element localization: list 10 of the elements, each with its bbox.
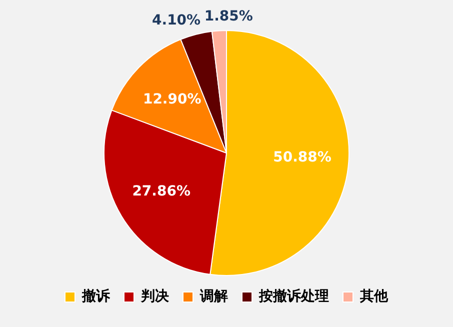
legend-label: 其他	[359, 288, 389, 305]
legend-label: 判决	[140, 288, 170, 305]
data-label: 12.90%	[142, 92, 202, 108]
data-label: 4.10%	[152, 12, 201, 28]
legend-label: 调解	[199, 288, 228, 305]
legend-label: 撤诉	[81, 288, 111, 305]
data-label: 1.85%	[204, 8, 253, 24]
data-label: 27.86%	[132, 184, 190, 200]
legend-label: 按撤诉处理	[258, 288, 329, 305]
data-label: 50.88%	[273, 150, 332, 166]
